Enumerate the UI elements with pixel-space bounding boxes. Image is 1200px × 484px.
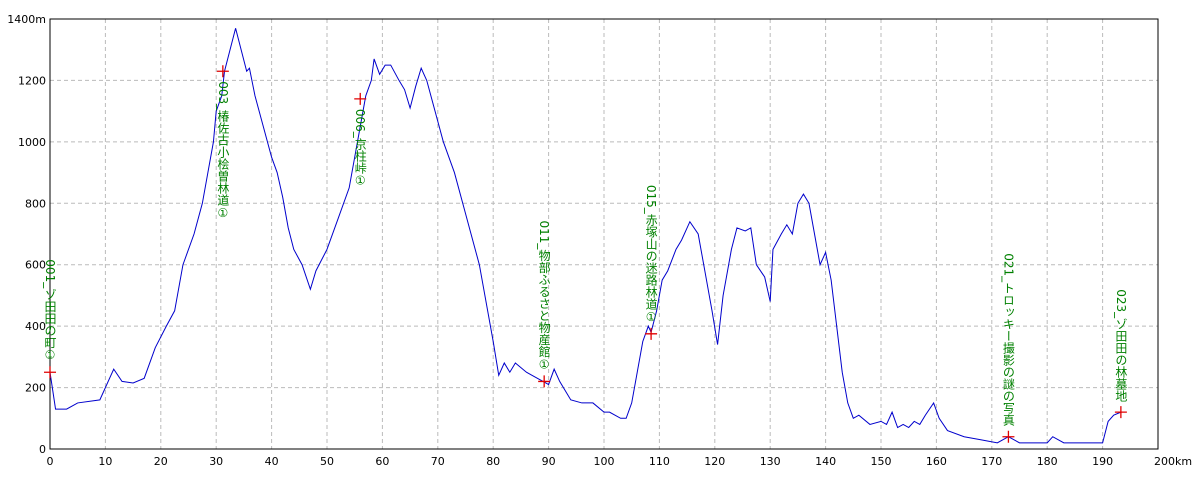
x-tick-label: 180 [1037,455,1058,468]
x-tick-label: 110 [649,455,670,468]
waypoint-marker [645,327,658,340]
y-tick-label: 1200 [18,74,46,87]
x-tick-label: 90 [542,455,556,468]
x-tick-label: 40 [265,455,279,468]
y-tick-label: 200 [25,382,46,395]
plot-frame [49,18,1159,450]
x-tick-label: 160 [926,455,947,468]
x-tick-label: 70 [431,455,445,468]
waypoint-label: 021_トロッキー撮影の謎の写真 [1001,253,1015,426]
x-tick-label: 80 [486,455,500,468]
y-tick-label: 800 [25,197,46,210]
x-tick-label: 170 [981,455,1002,468]
x-tick-label: 130 [760,455,781,468]
waypoint-marker [1114,406,1127,419]
x-tick-label: 190 [1092,455,1113,468]
y-tick-label: 1400m [7,13,46,26]
waypoint-label: 003_椿佐古小桧曽林道① [216,81,230,220]
waypoint-label: 023_ゾ田田の林墓地 [1114,289,1128,402]
x-tick-label: 10 [98,455,112,468]
x-tick-label: 30 [209,455,223,468]
waypoint-marker [1002,430,1015,443]
y-tick-label: 600 [25,259,46,272]
x-tick-label: 120 [704,455,725,468]
x-tick-label: 20 [154,455,168,468]
x-tick-label: 60 [375,455,389,468]
x-tick-label: 50 [320,455,334,468]
waypoint-marker [216,65,229,78]
waypoint-label: 015_赤塚山の迷路林道① [644,185,658,324]
elevation-line [49,28,1122,444]
waypoint-label: 006_京柱峠① [353,109,367,188]
waypoint-label: 011_物部ふるさと物産館① [537,221,551,372]
x-tick-label: 0 [47,455,54,468]
y-tick-label: 1000 [18,136,46,149]
y-tick-label: 0 [39,443,46,456]
x-tick-label: 100 [594,455,615,468]
waypoint-marker [44,366,56,379]
y-tick-label: 400 [25,320,46,333]
waypoint-label: 001_ゾ田田の町① [43,259,57,362]
waypoint-marker [538,375,551,388]
x-tick-label: 200km [1154,455,1192,468]
x-tick-label: 150 [871,455,892,468]
x-tick-label: 140 [815,455,836,468]
waypoint-marker [354,92,367,105]
